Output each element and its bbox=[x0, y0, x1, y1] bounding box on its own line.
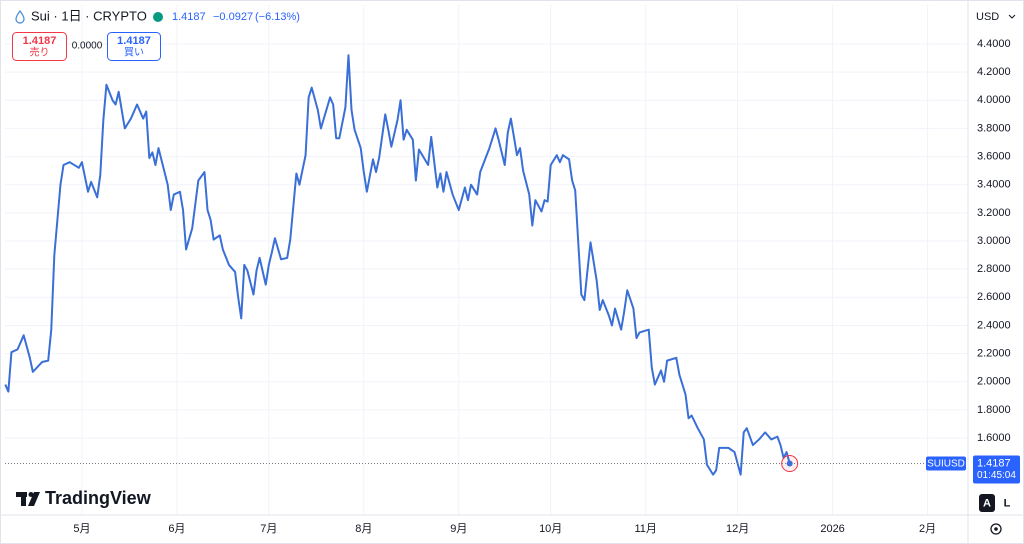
coin-icon bbox=[15, 9, 25, 24]
last-point bbox=[786, 460, 793, 467]
x-tick-label: 7月 bbox=[260, 523, 277, 535]
sell-label: 売り bbox=[30, 46, 50, 59]
header-change: −0.0927 bbox=[213, 11, 253, 23]
settings-icon-center bbox=[994, 527, 998, 531]
y-tick-label: 2.2000 bbox=[977, 347, 1011, 359]
y-tick-label: 3.6000 bbox=[977, 150, 1011, 162]
auto-button[interactable] bbox=[979, 494, 995, 512]
status-dot bbox=[153, 12, 163, 22]
header-price: 1.4187 bbox=[172, 11, 206, 23]
sell-button[interactable] bbox=[12, 32, 67, 61]
logo-text: TradingView bbox=[45, 488, 152, 508]
symbol-title[interactable]: Sui · 1日 · CRYPTO bbox=[31, 8, 147, 23]
header-change-pct: (−6.13%) bbox=[255, 11, 300, 23]
x-tick-label: 2026 bbox=[820, 523, 844, 535]
auto-label: A bbox=[983, 497, 991, 509]
x-tick-label: 11月 bbox=[634, 523, 656, 535]
x-tick-label: 2月 bbox=[919, 523, 936, 535]
buy-button[interactable] bbox=[107, 32, 161, 61]
y-tick-label: 4.0000 bbox=[977, 94, 1011, 106]
price-tag-countdown: 01:45:04 bbox=[977, 470, 1016, 481]
x-tick-label: 10月 bbox=[539, 523, 562, 535]
spread: 0.0000 bbox=[72, 41, 103, 52]
buy-label: 買い bbox=[124, 47, 144, 59]
x-tick-label: 9月 bbox=[450, 523, 467, 535]
price-line bbox=[4, 54, 791, 476]
y-tick-label: 3.0000 bbox=[977, 235, 1011, 247]
y-tick-label: 2.0000 bbox=[977, 376, 1011, 388]
y-tick-label: 4.2000 bbox=[977, 66, 1011, 78]
currency[interactable]: USD bbox=[976, 11, 999, 23]
y-tick-label: 2.6000 bbox=[977, 291, 1011, 303]
y-tick-label: 1.6000 bbox=[977, 432, 1011, 444]
price-tag-price: 1.4187 bbox=[977, 457, 1011, 469]
y-tick-label: 3.8000 bbox=[977, 122, 1011, 134]
y-tick-label: 4.4000 bbox=[977, 38, 1011, 50]
currency-chevron bbox=[1008, 14, 1016, 19]
buy-price: 1.4187 bbox=[117, 35, 151, 47]
y-tick-label: 2.8000 bbox=[977, 263, 1011, 275]
x-tick-label: 6月 bbox=[168, 523, 185, 535]
y-tick-label: 1.8000 bbox=[977, 404, 1011, 416]
plot bbox=[4, 54, 925, 476]
symbol-tag-label: SUIUSD bbox=[927, 459, 965, 470]
x-tick-label: 8月 bbox=[355, 523, 372, 535]
grid bbox=[5, 5, 968, 515]
settings-icon[interactable] bbox=[990, 523, 1002, 535]
symbol-tag bbox=[926, 456, 966, 471]
sell-price: 1.4187 bbox=[23, 35, 57, 47]
x-tick-label: 12月 bbox=[726, 523, 749, 535]
price-tag bbox=[973, 455, 1020, 484]
y-tick-label: 2.4000 bbox=[977, 319, 1011, 331]
y-tick-label: 3.4000 bbox=[977, 179, 1011, 191]
y-tick-label: 3.2000 bbox=[977, 207, 1011, 219]
log-label[interactable]: L bbox=[1004, 497, 1011, 509]
x-tick-label: 5月 bbox=[73, 523, 90, 535]
logo-mark bbox=[16, 492, 40, 506]
